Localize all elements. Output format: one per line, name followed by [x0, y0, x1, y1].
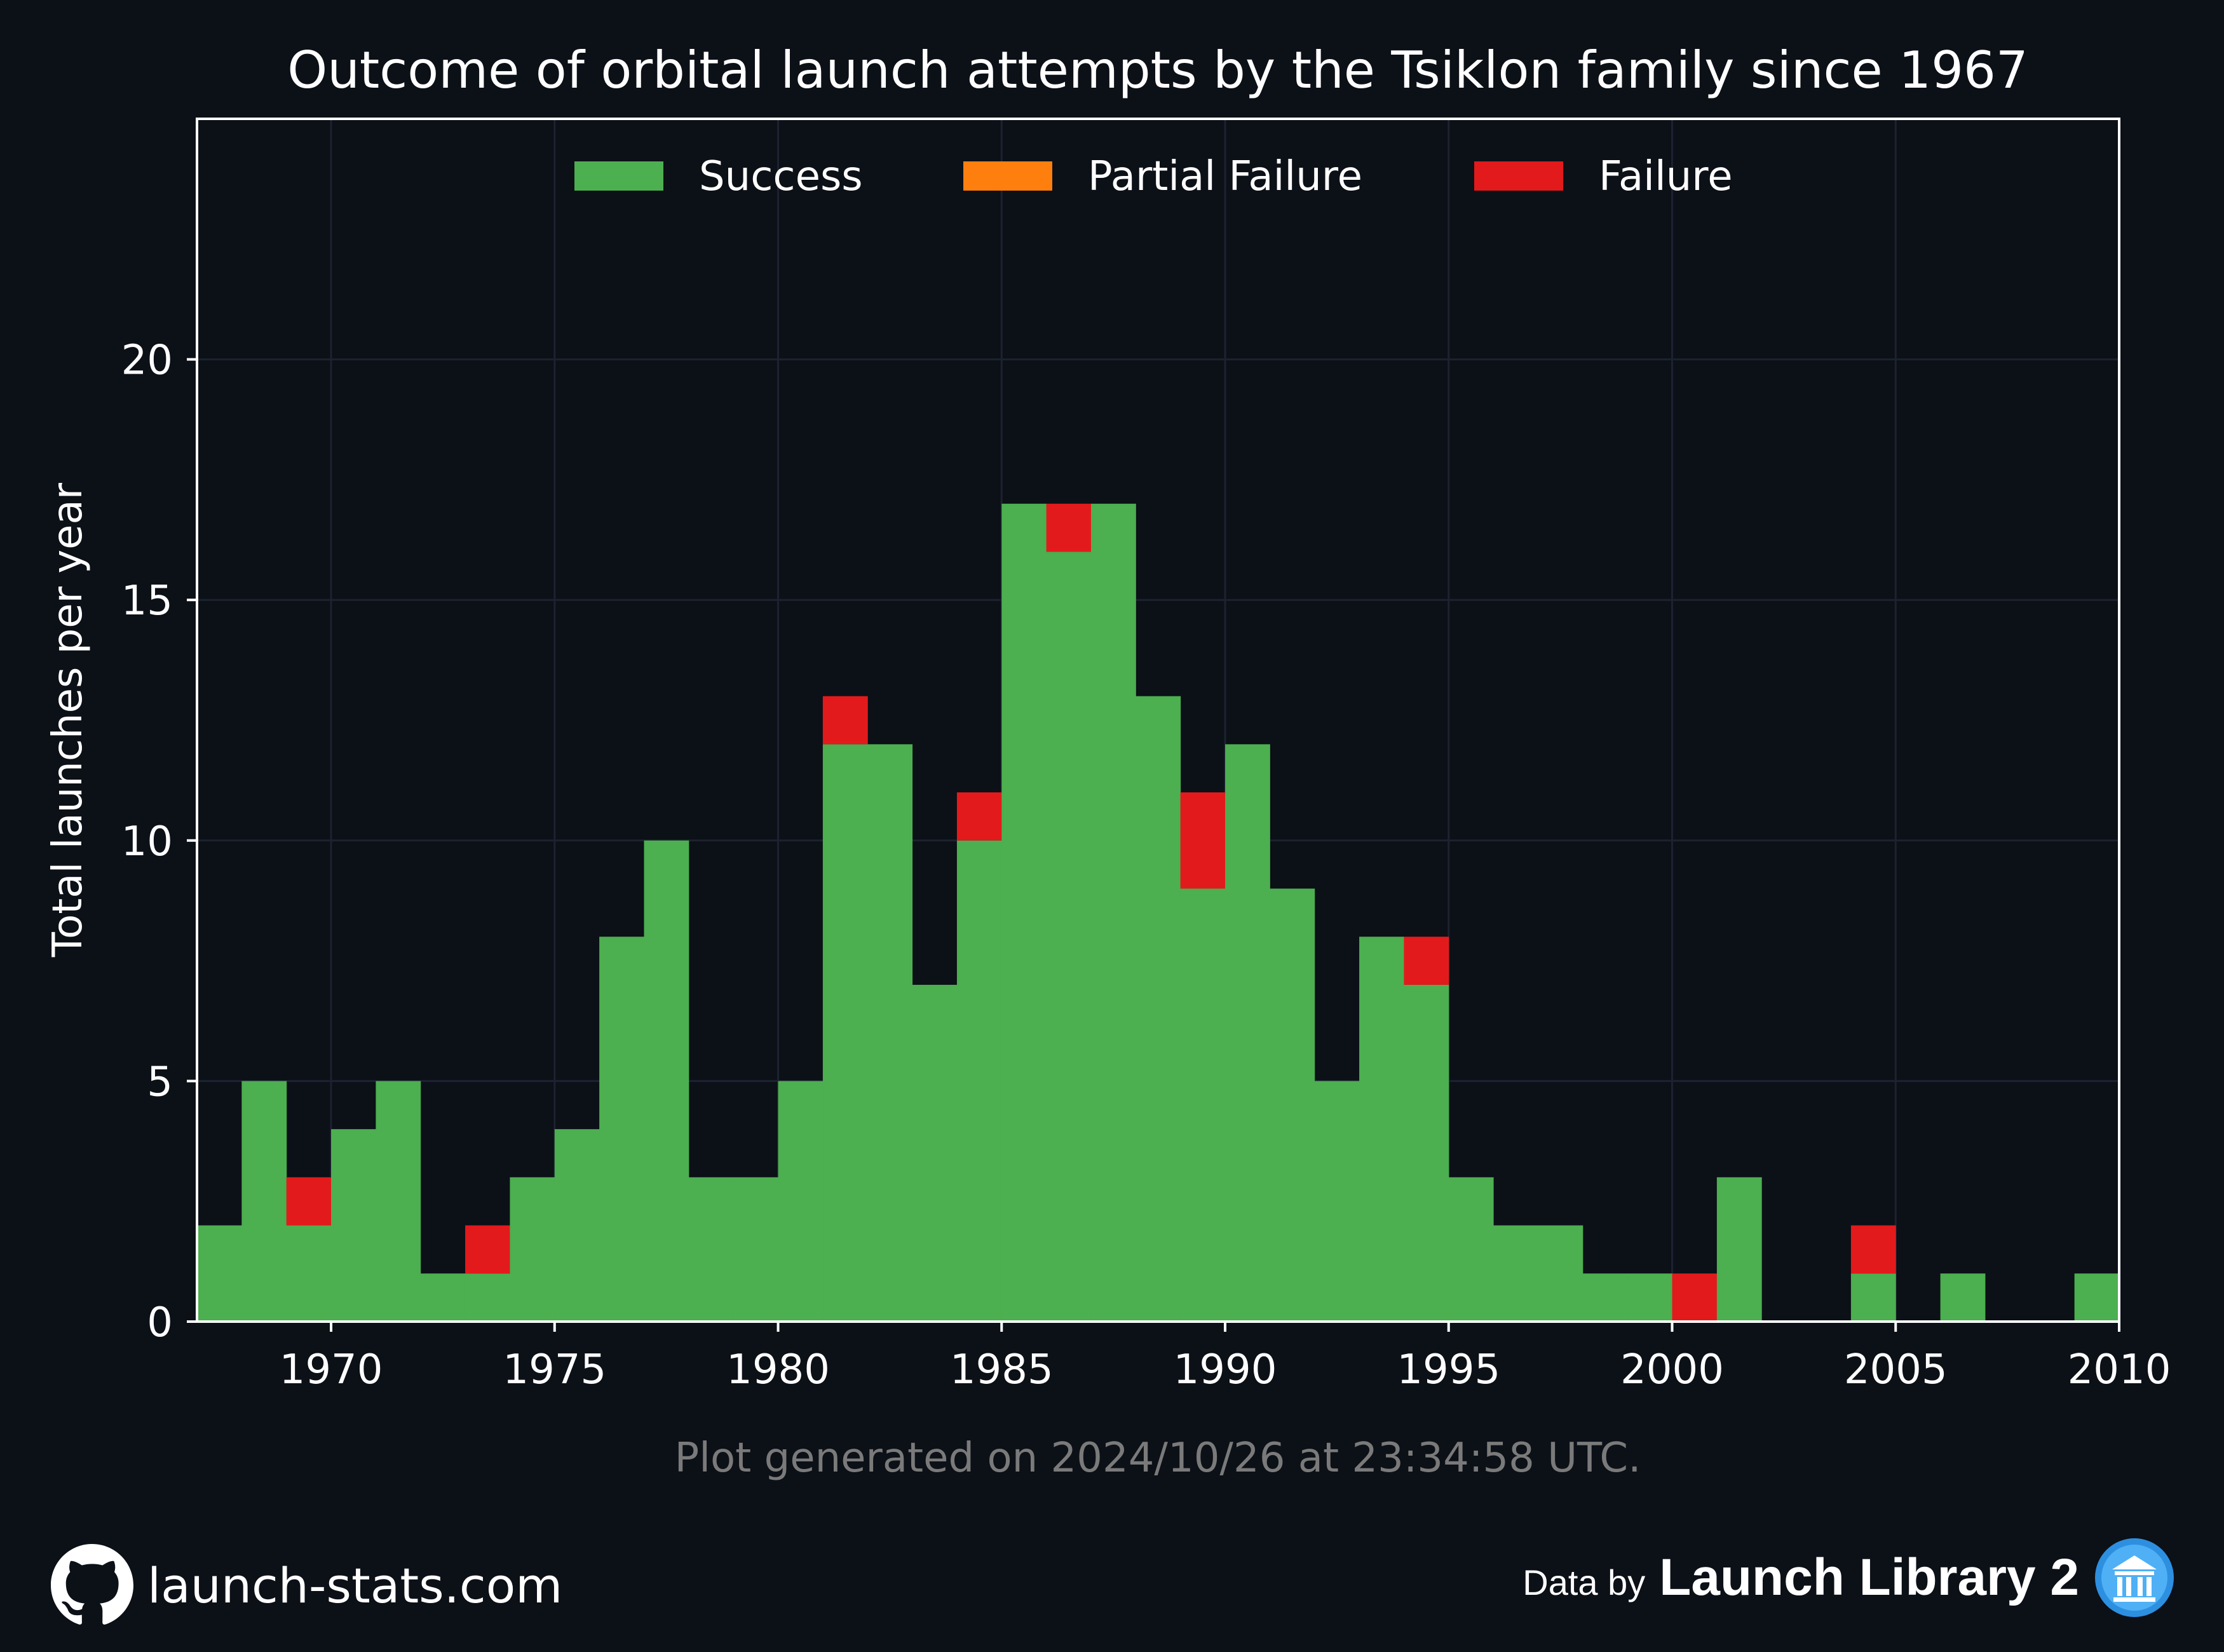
- legend-label-failure: Failure: [1599, 153, 1733, 200]
- plot-frame: [196, 118, 2120, 1323]
- bar-success-1995: [1448, 1177, 1494, 1322]
- bar-success-1967: [197, 1225, 242, 1322]
- bar-success-1996: [1493, 1225, 1538, 1322]
- x-tick-label: 1975: [503, 1346, 606, 1393]
- x-tick-label: 1970: [280, 1346, 383, 1393]
- y-axis: 0 5 10 15 20: [121, 337, 197, 1346]
- x-tick-label: 1985: [950, 1346, 1054, 1393]
- bar-success-1976: [599, 937, 644, 1322]
- bar-failure-2000: [1672, 1273, 1718, 1322]
- bar-success-1992: [1314, 1081, 1360, 1322]
- generated-note: Plot generated on 2024/10/26 at 23:34:58…: [675, 1435, 1641, 1482]
- bar-failure-2004: [1850, 1225, 1896, 1274]
- bar-success-1978: [688, 1177, 734, 1322]
- data-source: Launch Library 2: [1659, 1548, 2079, 1606]
- bar-success-1968: [241, 1081, 287, 1322]
- bar-success-2004: [1850, 1273, 1896, 1322]
- bar-success-1994: [1404, 984, 1449, 1322]
- footer-credit: Data by Launch Library 2: [1522, 1536, 2176, 1619]
- bar-success-2001: [1716, 1177, 1762, 1322]
- x-tick-label: 1980: [726, 1346, 830, 1393]
- bar-failure-1973: [465, 1225, 510, 1274]
- legend-swatch-failure: [1474, 161, 1563, 191]
- bar-success-1974: [510, 1177, 555, 1322]
- bar-success-1982: [867, 744, 913, 1322]
- bar-success-1973: [465, 1273, 510, 1322]
- bar-success-1981: [822, 744, 868, 1322]
- x-tick-label: 2005: [1844, 1346, 1948, 1393]
- bar-success-1985: [1001, 503, 1047, 1322]
- x-tick-label: 1995: [1397, 1346, 1500, 1393]
- chart-title: Outcome of orbital launch attempts by th…: [287, 41, 2028, 100]
- grid-lines: [197, 119, 2120, 1323]
- bar-success-1975: [554, 1129, 600, 1322]
- x-axis: 1970 1975 1980 1985 1990 1995 2000 2005 2010: [280, 1322, 2171, 1393]
- bar-success-1972: [420, 1273, 466, 1322]
- y-tick-label: 10: [121, 818, 173, 865]
- y-tick-label: 5: [147, 1059, 173, 1106]
- bar-failure-1994: [1404, 937, 1449, 985]
- y-tick-label: 20: [121, 337, 173, 384]
- bar-success-1993: [1359, 937, 1404, 1322]
- library-icon: [2095, 1538, 2174, 1617]
- footer-site: launch-stats.com: [51, 1544, 562, 1627]
- github-icon: [51, 1544, 133, 1625]
- bar-success-1986: [1046, 552, 1092, 1322]
- legend-swatch-partial-failure: [963, 161, 1052, 191]
- bar-success-1983: [912, 984, 958, 1322]
- x-tick-label: 1990: [1174, 1346, 1277, 1393]
- bar-success-1984: [956, 840, 1002, 1322]
- y-tick-label: 15: [121, 578, 173, 625]
- legend-swatch-success: [574, 161, 663, 191]
- bar-success-1987: [1090, 503, 1136, 1322]
- bar-success-1997: [1538, 1225, 1583, 1322]
- legend-label-success: Success: [699, 153, 863, 200]
- bar-success-2006: [1940, 1273, 1986, 1322]
- bar-success-2009: [2074, 1273, 2120, 1322]
- bar-success-1980: [778, 1081, 824, 1322]
- bar-success-1988: [1136, 696, 1181, 1322]
- bar-failure-1986: [1046, 503, 1092, 552]
- bar-success-1999: [1627, 1273, 1673, 1322]
- bar-failure-1989: [1180, 792, 1226, 889]
- bar-success-1990: [1225, 744, 1270, 1322]
- legend: Success Partial Failure Failure: [574, 153, 1733, 200]
- bar-success-1969: [286, 1225, 332, 1322]
- x-tick-label: 2010: [2068, 1346, 2171, 1393]
- bar-success-1998: [1582, 1273, 1628, 1322]
- bar-success-1991: [1270, 888, 1315, 1322]
- bar-failure-1984: [956, 792, 1002, 841]
- bar-success-1971: [376, 1081, 421, 1322]
- bar-success-1970: [331, 1129, 376, 1322]
- bar-success-1977: [644, 840, 689, 1322]
- bar-success-1989: [1180, 888, 1226, 1322]
- data-prefix: Data by: [1522, 1562, 1646, 1602]
- bar-failure-1981: [822, 696, 868, 745]
- site-name: launch-stats.com: [147, 1557, 563, 1614]
- y-tick-label: 0: [147, 1299, 173, 1346]
- x-tick-label: 2000: [1620, 1346, 1724, 1393]
- bar-failure-1969: [286, 1177, 332, 1226]
- y-axis-label: Total launches per year: [44, 482, 92, 958]
- bar-series: [197, 503, 2120, 1322]
- bar-success-1979: [733, 1177, 779, 1322]
- legend-label-partial-failure: Partial Failure: [1088, 153, 1362, 200]
